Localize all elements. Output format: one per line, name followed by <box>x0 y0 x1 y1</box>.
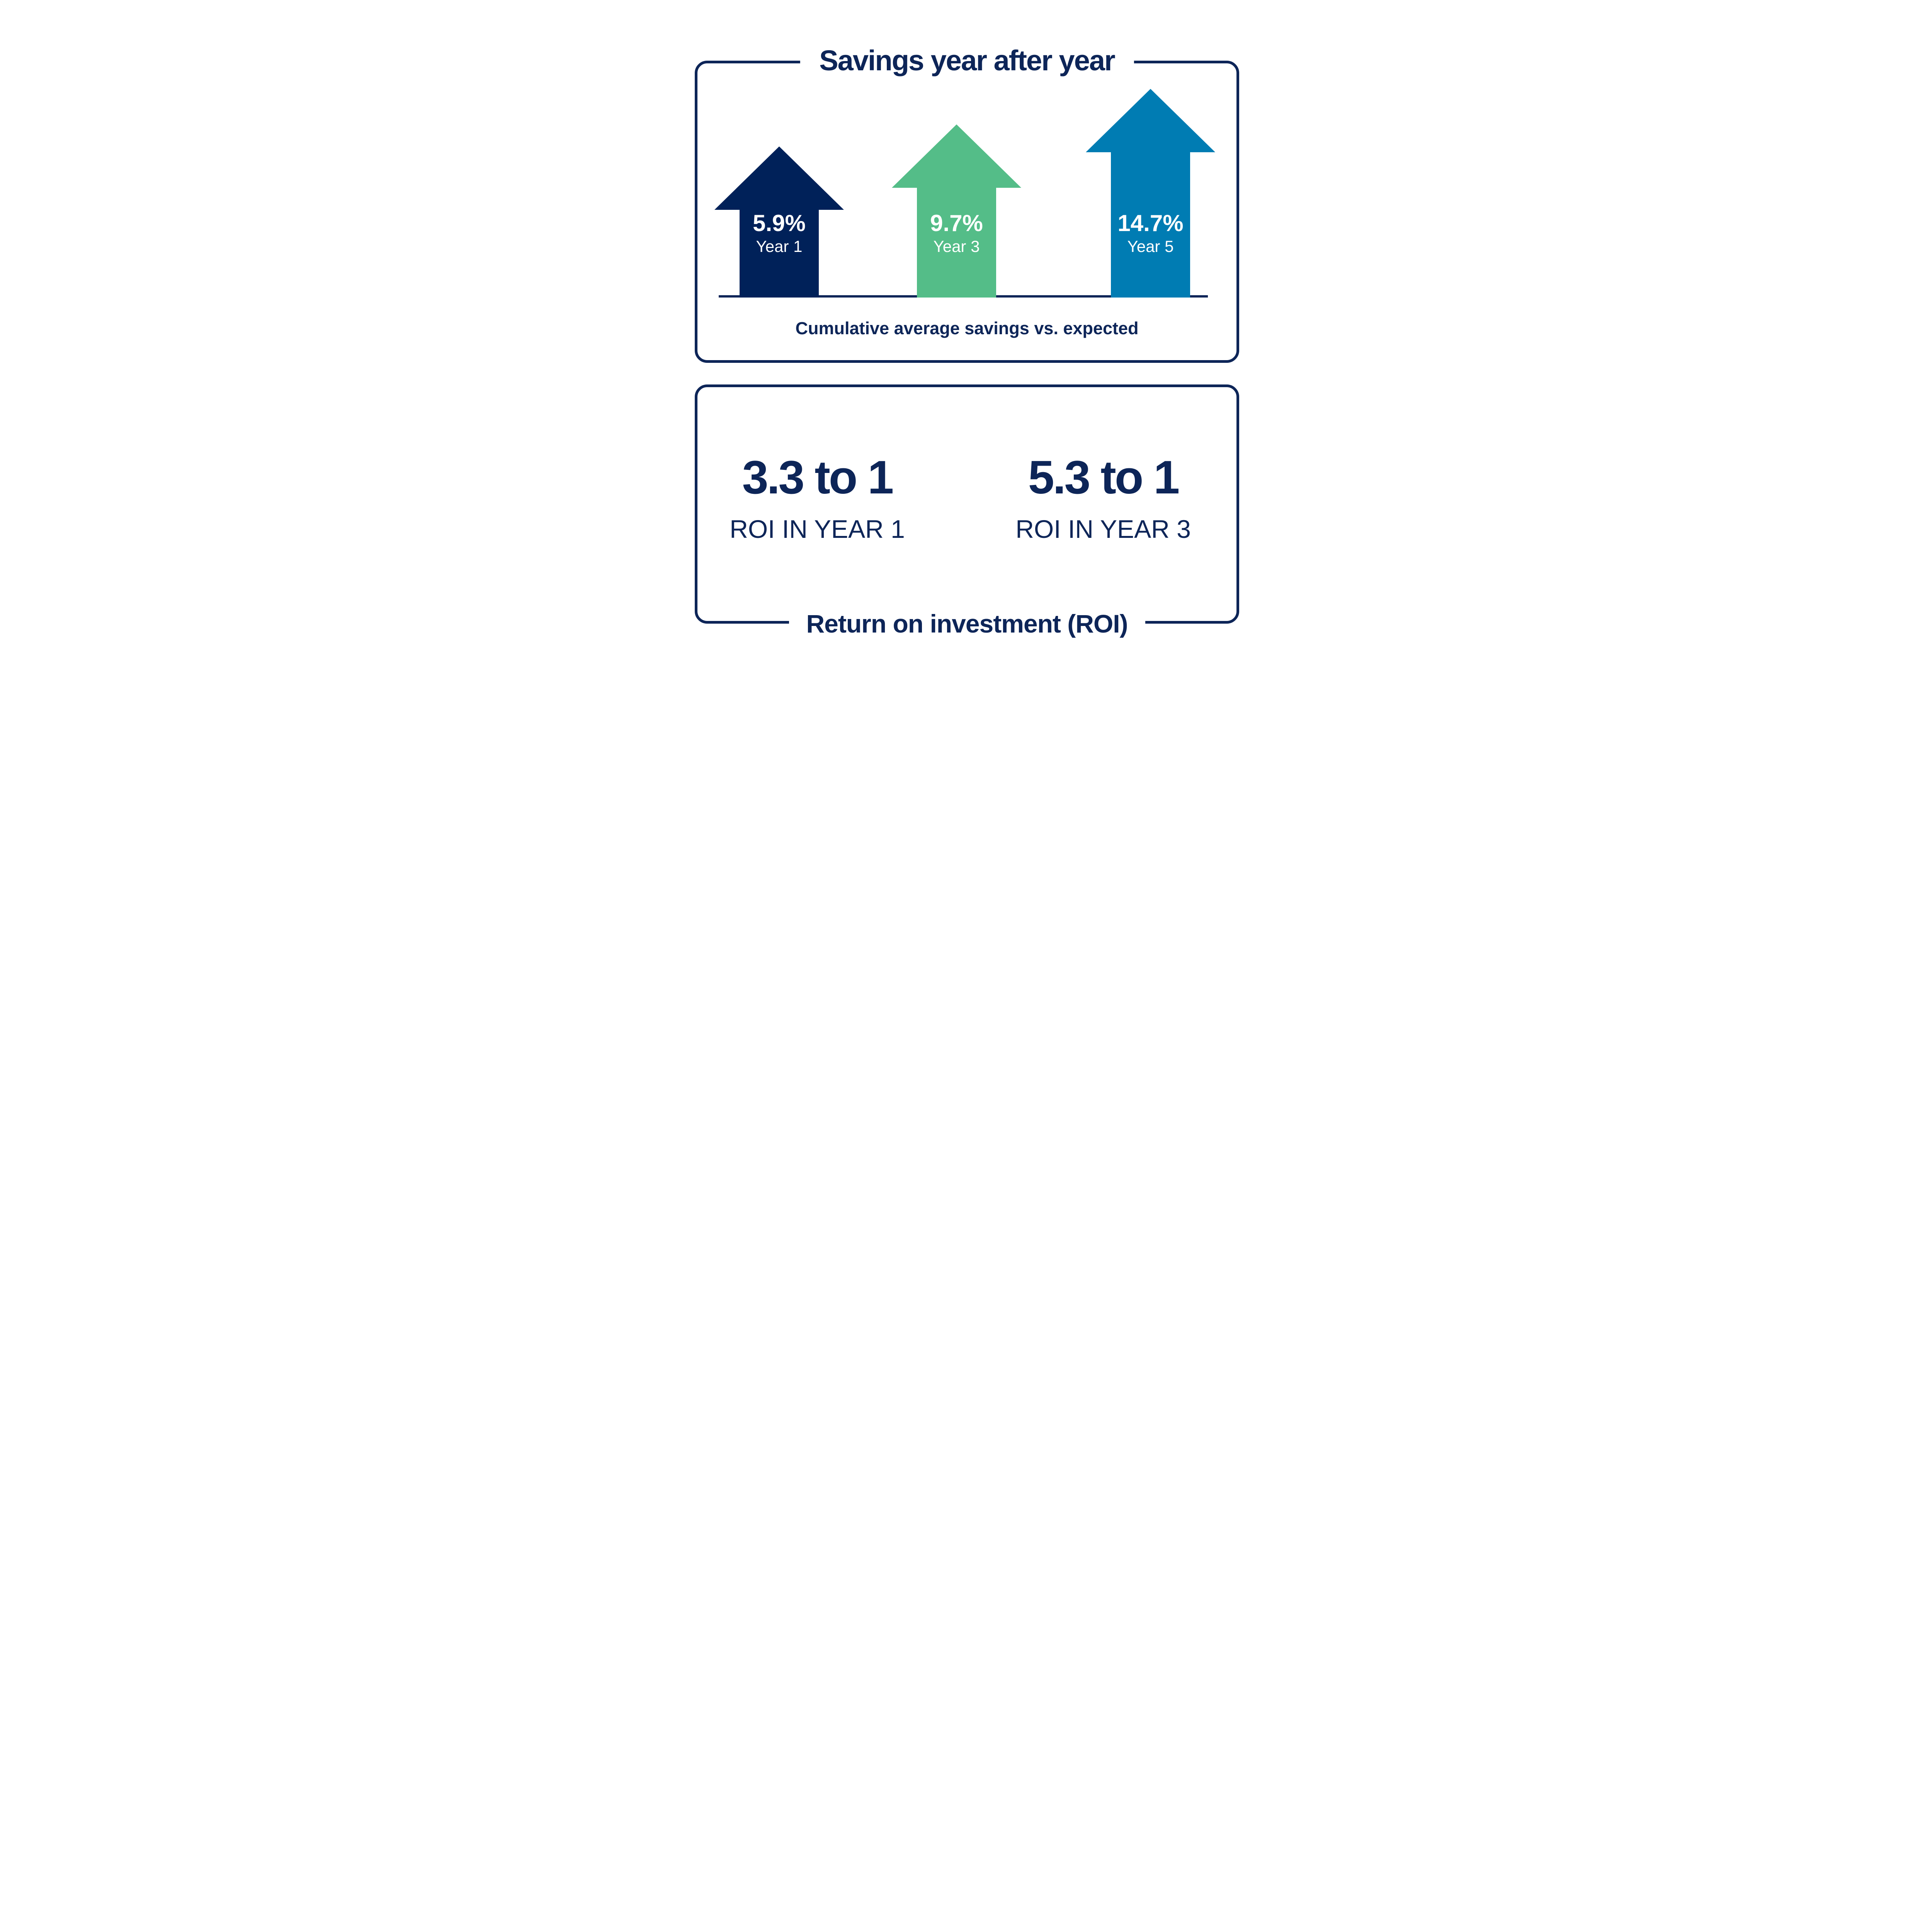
roi-label-year1: ROI IN YEAR 1 <box>730 515 905 543</box>
roi-value-year3: 5.3 to 1 <box>1028 451 1180 503</box>
roi-stat-year3: 5.3 to 1 ROI IN YEAR 3 <box>983 454 1223 542</box>
savings-card: Savings year after year 5.9% Year 1 9.7%… <box>695 46 1239 363</box>
savings-year-label-year3: Year 3 <box>933 237 980 255</box>
roi-card-title: Return on investment (ROI) <box>789 611 1145 636</box>
savings-value-year3: 9.7% <box>930 210 983 236</box>
savings-caption: Cumulative average savings vs. expected <box>795 318 1139 338</box>
savings-year-label-year1: Year 1 <box>756 237 803 255</box>
savings-value-year5: 14.7% <box>1117 210 1184 236</box>
roi-label-year3: ROI IN YEAR 3 <box>1015 515 1191 543</box>
infographic-canvas: Savings year after year 5.9% Year 1 9.7%… <box>657 0 1275 682</box>
roi-stat-year1: 3.3 to 1 ROI IN YEAR 1 <box>697 454 937 542</box>
savings-value-year1: 5.9% <box>753 210 806 236</box>
roi-value-year1: 3.3 to 1 <box>742 451 894 503</box>
up-arrow-year5-icon <box>1086 89 1215 298</box>
arrow-label-year3: 9.7% Year 3 <box>892 212 1021 255</box>
savings-card-title: Savings year after year <box>800 46 1134 75</box>
arrow-label-year5: 14.7% Year 5 <box>1086 212 1215 255</box>
roi-card: 3.3 to 1 ROI IN YEAR 1 5.3 to 1 ROI IN Y… <box>695 384 1239 636</box>
arrow-label-year1: 5.9% Year 1 <box>714 212 844 255</box>
savings-year-label-year5: Year 5 <box>1127 237 1174 255</box>
